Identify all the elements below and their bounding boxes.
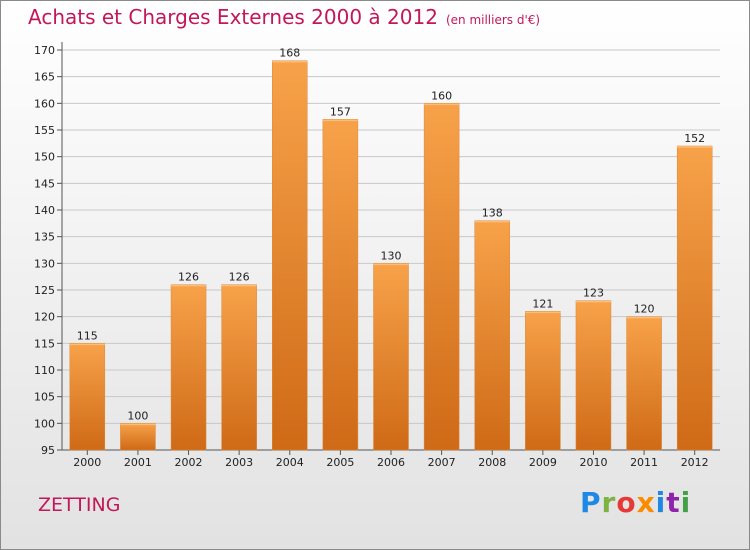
bar-2006 <box>373 263 409 451</box>
bar-value-label: 160 <box>431 89 452 102</box>
y-tick-label: 135 <box>34 231 55 244</box>
x-tick-label: 2001 <box>124 456 152 469</box>
bar-2002 <box>170 284 207 451</box>
bar-2011 <box>626 316 662 451</box>
x-tick-label: 2005 <box>326 456 354 469</box>
bar-layer: 115 100 126 126 168 157 130 160 138 121 123 120 152 <box>69 47 713 451</box>
bar-2000 <box>69 343 106 451</box>
y-tick-label: 140 <box>34 204 55 217</box>
bar-value-label: 126 <box>178 271 199 284</box>
y-tick-label: 100 <box>34 417 55 430</box>
y-tick-label: 150 <box>34 151 55 164</box>
y-tick-label: 120 <box>34 311 55 324</box>
bar-value-label: 152 <box>684 132 705 145</box>
proxiti-logo: Proxiti <box>580 486 691 519</box>
x-tick-label: 2003 <box>225 456 253 469</box>
x-tick-label: 2006 <box>377 456 405 469</box>
logo-letter: r <box>601 486 617 519</box>
bar-value-label: 120 <box>634 303 655 316</box>
x-tick-label: 2010 <box>579 456 607 469</box>
bar-2005 <box>322 119 359 451</box>
x-tick-label: 2011 <box>630 456 658 469</box>
chart-unit: (en milliers d'€) <box>445 13 541 27</box>
x-tick-label: 2009 <box>529 456 557 469</box>
bar-value-label: 126 <box>229 271 250 284</box>
y-tick-label: 110 <box>34 364 55 377</box>
bar-value-label: 168 <box>279 47 300 60</box>
bar-2004 <box>272 60 308 451</box>
chart-title-text: Achats et Charges Externes 2000 à 2012 <box>28 5 438 29</box>
axis-layer: 95 100 105 110 115 120 125 130 135 140 145 150 155 16… <box>34 42 720 469</box>
commune-name: ZETTING <box>38 494 121 516</box>
logo-letter: t <box>666 486 681 519</box>
y-tick-label: 145 <box>34 177 55 190</box>
y-tick-label: 95 <box>41 444 55 457</box>
x-tick-label: 2012 <box>681 456 709 469</box>
y-tick-label: 125 <box>34 284 55 297</box>
logo-letter: i <box>655 486 667 519</box>
bar-value-label: 157 <box>330 105 351 118</box>
bar-2012 <box>676 145 713 451</box>
bar-2008 <box>474 220 510 451</box>
bar-2009 <box>525 311 561 451</box>
bar-value-label: 123 <box>583 287 604 300</box>
bar-2001 <box>120 423 156 451</box>
logo-letter: x <box>636 486 656 519</box>
x-tick-label: 2002 <box>175 456 203 469</box>
logo-letter: o <box>616 486 637 519</box>
y-tick-label: 160 <box>34 97 55 110</box>
bar-2010 <box>575 300 612 451</box>
x-tick-label: 2007 <box>428 456 456 469</box>
bar-2007 <box>423 103 460 451</box>
bar-value-label: 100 <box>127 409 148 422</box>
y-tick-label: 105 <box>34 391 55 404</box>
chart-title: Achats et Charges Externes 2000 à 2012 (e… <box>28 5 540 29</box>
y-tick-label: 155 <box>34 124 55 137</box>
bar-value-label: 121 <box>532 297 553 310</box>
y-tick-label: 165 <box>34 71 55 84</box>
logo-letter: i <box>680 486 692 519</box>
y-tick-label: 130 <box>34 257 55 270</box>
y-tick-label: 115 <box>34 337 55 350</box>
y-tick-label: 170 <box>34 44 55 57</box>
x-tick-label: 2000 <box>73 456 101 469</box>
bar-value-label: 115 <box>77 329 98 342</box>
bar-value-label: 138 <box>482 207 503 220</box>
x-tick-label: 2004 <box>276 456 304 469</box>
bar-2003 <box>221 284 257 451</box>
logo-letter: P <box>580 486 602 519</box>
x-tick-label: 2008 <box>478 456 506 469</box>
bar-value-label: 130 <box>381 249 402 262</box>
